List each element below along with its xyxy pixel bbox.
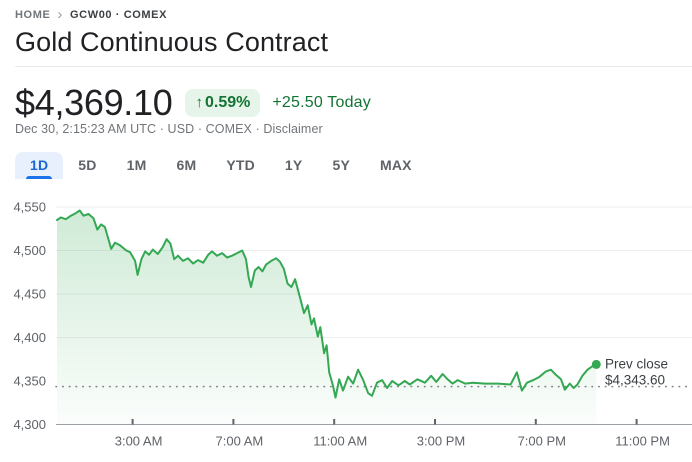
page-title: Gold Continuous Contract	[15, 27, 329, 57]
x-axis-label: 11:00 AM	[313, 434, 367, 449]
y-axis-label: 4,450	[13, 287, 46, 302]
change-amount-today: +25.50 Today	[272, 94, 371, 111]
x-axis-label: 7:00 AM	[216, 434, 264, 449]
title-divider	[15, 66, 692, 67]
tab-max[interactable]: MAX	[365, 152, 427, 179]
quote-summary: $4,369.10 ↑ 0.59% +25.50 Today	[15, 82, 371, 124]
tab-5y[interactable]: 5Y	[317, 152, 365, 179]
breadcrumb-symbol: GCW00 · COMEX	[70, 9, 168, 21]
last-price-dot	[591, 359, 601, 369]
tab-1y[interactable]: 1Y	[270, 152, 318, 179]
prev-close-label: Prev close	[605, 356, 668, 371]
disclaimer-link[interactable]: Disclaimer	[263, 122, 323, 136]
x-axis-label: 11:00 PM	[615, 434, 670, 449]
quote-timestamp: Dec 30, 2:15:23 AM UTC · USD · COMEX ·	[15, 122, 260, 136]
y-axis-label: 4,550	[13, 200, 46, 215]
y-axis-label: 4,300	[13, 417, 46, 432]
tab-ytd[interactable]: YTD	[211, 152, 270, 179]
x-axis-label: 3:00 PM	[417, 434, 465, 449]
change-percent-value: 0.59%	[204, 94, 251, 112]
breadcrumb: HOME › GCW00 · COMEX	[15, 6, 167, 24]
y-axis-label: 4,500	[13, 243, 46, 258]
time-range-tabs: 1D 5D 1M 6M YTD 1Y 5Y MAX	[15, 152, 427, 179]
quote-meta: Dec 30, 2:15:23 AM UTC · USD · COMEX · D…	[15, 122, 323, 136]
y-axis-label: 4,350	[13, 374, 46, 389]
chevron-right-icon: ›	[57, 5, 64, 23]
tab-1m[interactable]: 1M	[112, 152, 162, 179]
price-chart[interactable]: 4,550 4,500 4,450 4,400 4,350 4,300 Prev close…	[0, 190, 692, 462]
price-line	[56, 209, 598, 399]
y-axis-label: 4,400	[13, 330, 46, 345]
tab-6m[interactable]: 6M	[161, 152, 211, 179]
prev-close-value: $4,343.60	[605, 372, 665, 387]
arrow-up-icon: ↑	[195, 93, 203, 111]
price-chart-canvas[interactable]: 4,550 4,500 4,450 4,400 4,350 4,300 Prev close…	[0, 190, 692, 462]
tab-1d[interactable]: 1D	[15, 152, 64, 179]
x-axis-label: 7:00 PM	[518, 434, 566, 449]
price-area-fill	[57, 210, 597, 425]
breadcrumb-home-link[interactable]: HOME	[15, 9, 51, 21]
current-price: $4,369.10	[15, 82, 173, 123]
x-axis-label: 3:00 AM	[115, 434, 163, 449]
tab-5d[interactable]: 5D	[63, 152, 111, 179]
change-percent-badge: ↑ 0.59%	[185, 89, 261, 117]
